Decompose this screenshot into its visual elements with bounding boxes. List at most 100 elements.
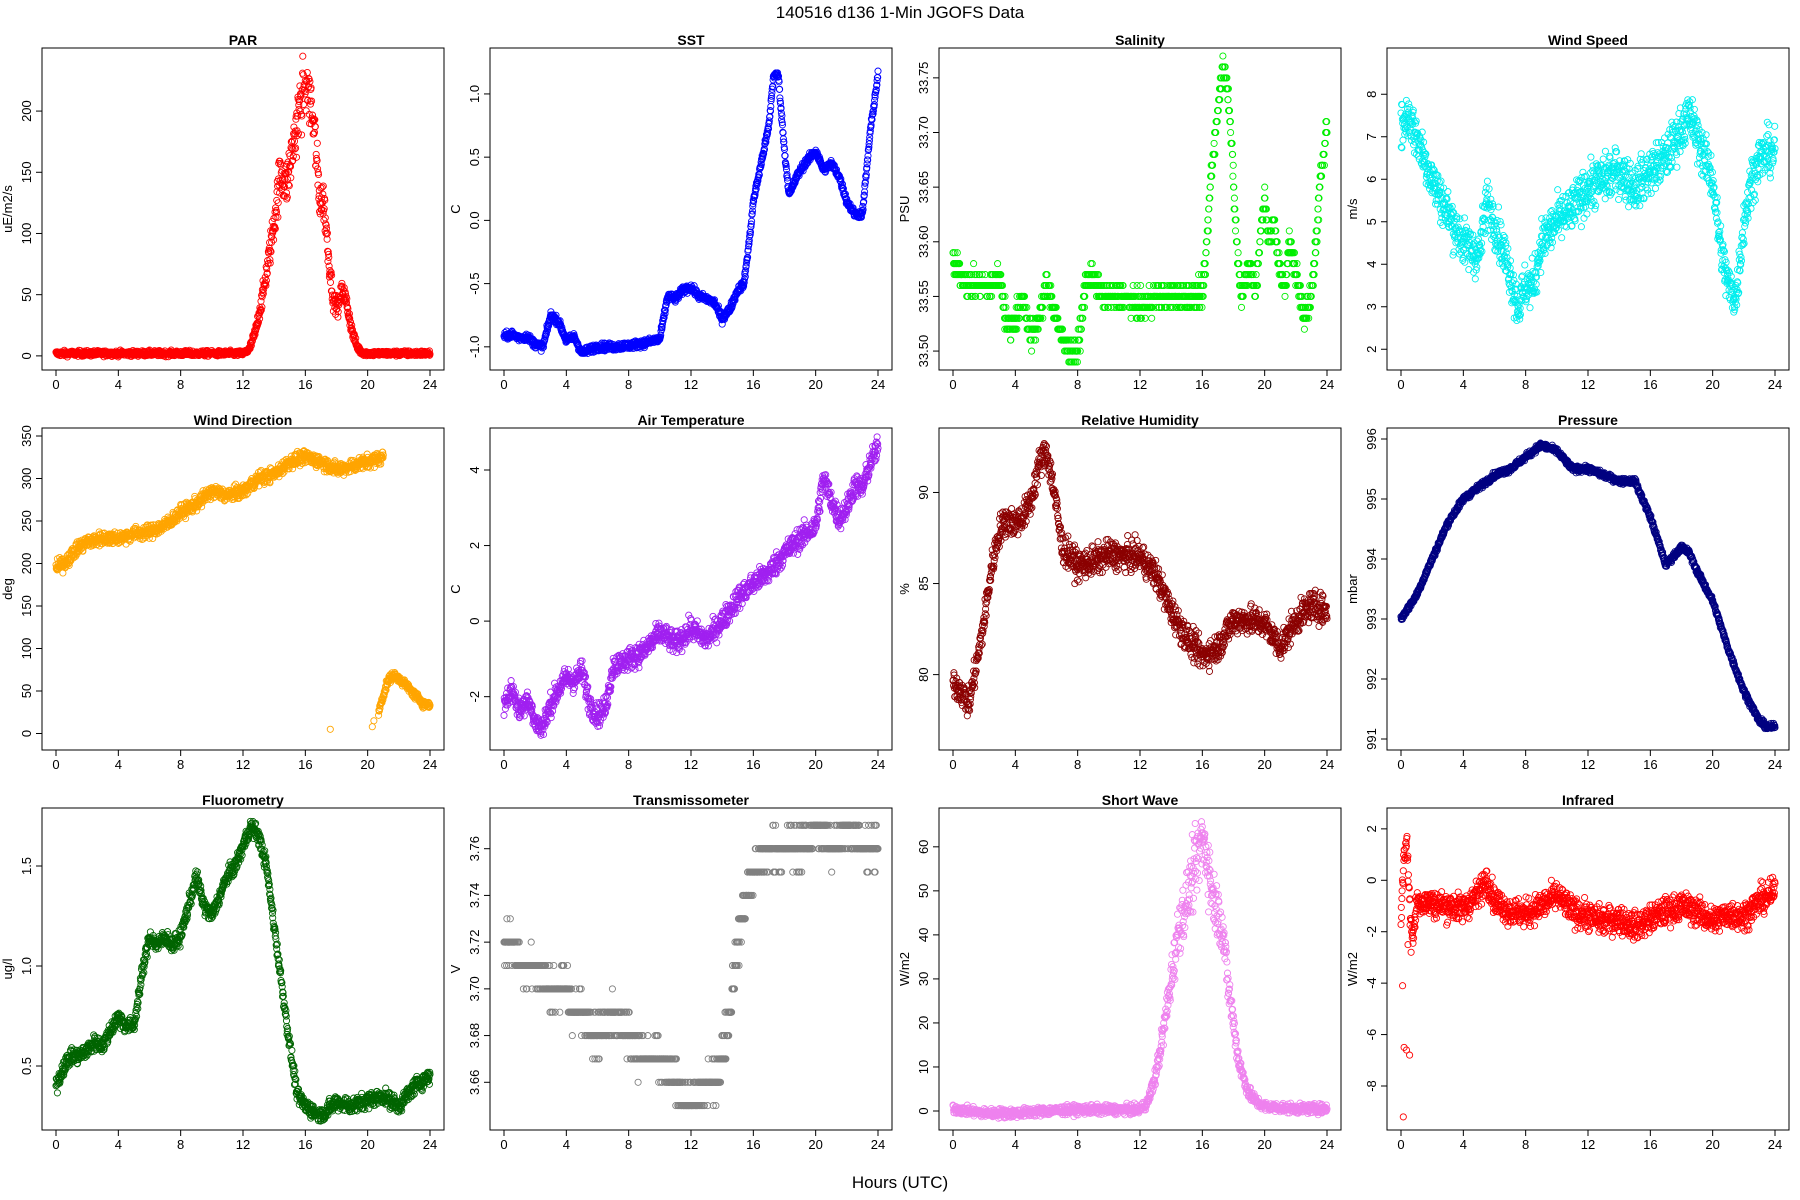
data-point — [297, 91, 305, 99]
data-point — [1028, 347, 1036, 355]
data-point — [1229, 150, 1237, 158]
data-point — [1314, 205, 1322, 213]
y-tick-label: 3 — [1364, 303, 1379, 310]
data-point — [322, 221, 330, 229]
y-tick-label: 0.5 — [467, 148, 482, 166]
data-point — [274, 199, 282, 207]
data-point — [326, 278, 335, 286]
y-tick-label: 0.0 — [467, 211, 482, 229]
data-point — [1460, 214, 1469, 222]
data-series — [1397, 96, 1779, 325]
data-point — [326, 266, 334, 275]
data-point — [1456, 250, 1464, 258]
y-tick-label: 8 — [1364, 91, 1379, 98]
x-tick-label: 12 — [1581, 377, 1595, 392]
data-point — [307, 84, 315, 92]
data-point — [288, 145, 296, 153]
data-point — [268, 238, 276, 246]
data-point — [1007, 336, 1015, 344]
data-point — [324, 248, 332, 256]
data-point — [298, 69, 307, 77]
panel-title: PAR — [229, 32, 258, 48]
data-point — [284, 181, 293, 189]
data-point — [272, 213, 280, 221]
data-point — [314, 170, 323, 179]
y-tick-label: -0.5 — [467, 272, 482, 294]
x-tick-label: 4 — [1460, 377, 1467, 392]
data-point — [1231, 227, 1240, 235]
data-point — [324, 257, 332, 265]
y-tick-label: 150 — [19, 161, 34, 183]
data-point — [1087, 260, 1095, 268]
data-point — [290, 137, 299, 145]
data-point — [287, 174, 295, 182]
y-tick-label: 5 — [1364, 218, 1379, 225]
data-point — [254, 318, 262, 326]
data-point — [1558, 234, 1566, 242]
data-point — [1256, 238, 1264, 246]
y-tick-label: 100 — [19, 223, 34, 245]
data-point — [1615, 195, 1623, 204]
data-point — [1554, 186, 1562, 194]
data-point — [1205, 205, 1213, 213]
x-tick-label: 12 — [684, 377, 698, 392]
data-point — [1210, 139, 1218, 147]
data-point — [296, 82, 304, 90]
data-point — [1230, 183, 1238, 191]
x-tick-label: 16 — [298, 377, 312, 392]
data-point — [314, 165, 322, 173]
data-point — [1625, 203, 1633, 211]
data-point — [338, 279, 346, 287]
data-point — [323, 230, 331, 238]
x-tick-label: 0 — [500, 377, 507, 392]
panel-title: SST — [677, 32, 705, 48]
data-point — [313, 156, 321, 165]
y-tick-label: 200 — [19, 100, 34, 122]
data-point — [1300, 325, 1308, 333]
data-point — [1206, 183, 1214, 191]
data-point — [325, 253, 333, 261]
data-point — [247, 342, 255, 350]
y-tick-label: 33.70 — [916, 116, 931, 149]
data-point — [1088, 260, 1096, 268]
data-point — [334, 308, 342, 316]
data-point — [1587, 153, 1595, 161]
data-point — [781, 152, 789, 160]
x-tick-label: 20 — [1705, 377, 1719, 392]
x-tick-label: 12 — [236, 377, 250, 392]
data-point — [1444, 188, 1452, 196]
data-point — [305, 110, 313, 118]
data-series — [500, 67, 882, 357]
x-tick-label: 24 — [871, 377, 885, 392]
data-point — [286, 162, 295, 171]
x-tick-label: 8 — [177, 377, 184, 392]
data-point — [1237, 303, 1246, 311]
y-tick-label: 0 — [19, 352, 34, 359]
page-title: 140516 d136 1-Min JGOFS Data — [776, 3, 1025, 22]
data-point — [328, 271, 336, 279]
data-point — [344, 308, 352, 316]
data-point — [573, 338, 581, 346]
data-point — [293, 109, 301, 117]
data-point — [294, 130, 303, 138]
data-point — [1219, 52, 1227, 60]
data-point — [308, 97, 316, 105]
y-tick-label: 7 — [1364, 133, 1379, 140]
data-point — [1521, 261, 1529, 269]
data-point — [298, 131, 306, 139]
x-tick-label: 4 — [563, 377, 570, 392]
data-point — [323, 229, 331, 237]
y-tick-label: 33.65 — [916, 171, 931, 204]
data-point — [260, 285, 268, 294]
x-tick-label: 0 — [949, 377, 956, 392]
y-tick-label: 6 — [1364, 176, 1379, 183]
y-axis-label: PSU — [897, 196, 912, 223]
data-point — [1651, 184, 1660, 192]
data-point — [262, 276, 270, 285]
panel-title: Salinity — [1115, 32, 1165, 48]
data-point — [263, 269, 271, 277]
data-point — [266, 247, 274, 255]
data-point — [1229, 161, 1237, 169]
